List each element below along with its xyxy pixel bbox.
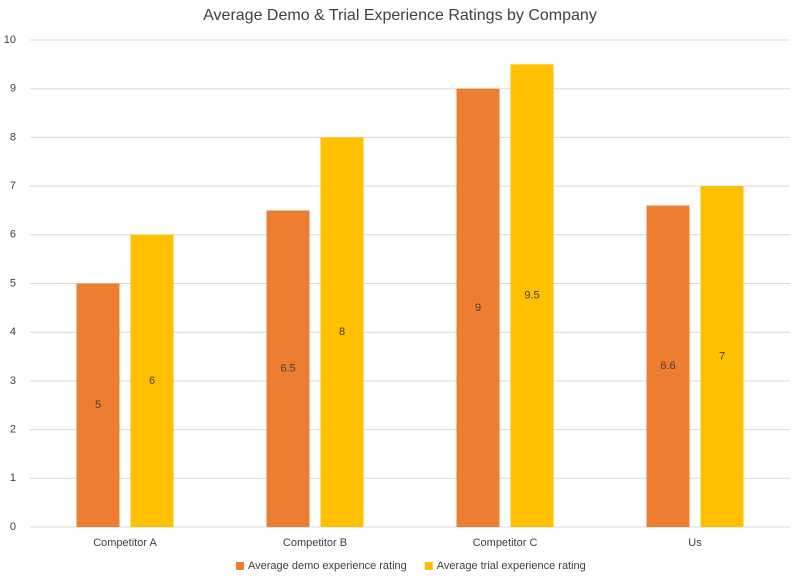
- bar: [130, 234, 174, 528]
- y-tick-label: 10: [4, 34, 16, 46]
- y-tick-label: 0: [10, 521, 16, 533]
- x-tick-label: Competitor B: [283, 537, 347, 549]
- y-tick-label: 9: [10, 83, 16, 95]
- legend-label: Average demo experience rating: [248, 560, 407, 572]
- x-tick-label: Competitor A: [93, 537, 157, 549]
- legend-swatch: [236, 562, 244, 570]
- y-tick-label: 6: [10, 229, 16, 241]
- bar: [76, 283, 120, 527]
- data-label: 6.6: [660, 360, 675, 372]
- data-label: 6.5: [280, 363, 295, 375]
- legend-swatch: [424, 562, 433, 570]
- data-label: 9.5: [524, 290, 539, 302]
- x-tick-label: Competitor C: [473, 537, 538, 549]
- data-label: 8: [339, 326, 345, 338]
- data-label: 6: [149, 375, 155, 387]
- data-label: 7: [719, 350, 725, 362]
- bar: [510, 64, 554, 527]
- y-tick-label: 5: [10, 277, 16, 289]
- bar: [266, 210, 310, 527]
- y-tick-label: 7: [10, 180, 16, 192]
- legend-label: Average trial experience rating: [437, 560, 586, 572]
- y-tick-label: 4: [10, 326, 16, 338]
- data-label: 9: [475, 302, 481, 314]
- bar: [320, 137, 364, 527]
- x-tick-label: Us: [688, 537, 702, 549]
- y-tick-label: 1: [10, 472, 16, 484]
- y-tick-label: 3: [10, 375, 16, 387]
- y-tick-label: 2: [10, 424, 16, 436]
- bar: [646, 205, 690, 527]
- chart-title: Average Demo & Trial Experience Ratings …: [203, 7, 597, 24]
- bar: [456, 88, 500, 527]
- bar: [700, 186, 744, 527]
- y-tick-label: 8: [10, 131, 16, 143]
- data-label: 5: [95, 399, 101, 411]
